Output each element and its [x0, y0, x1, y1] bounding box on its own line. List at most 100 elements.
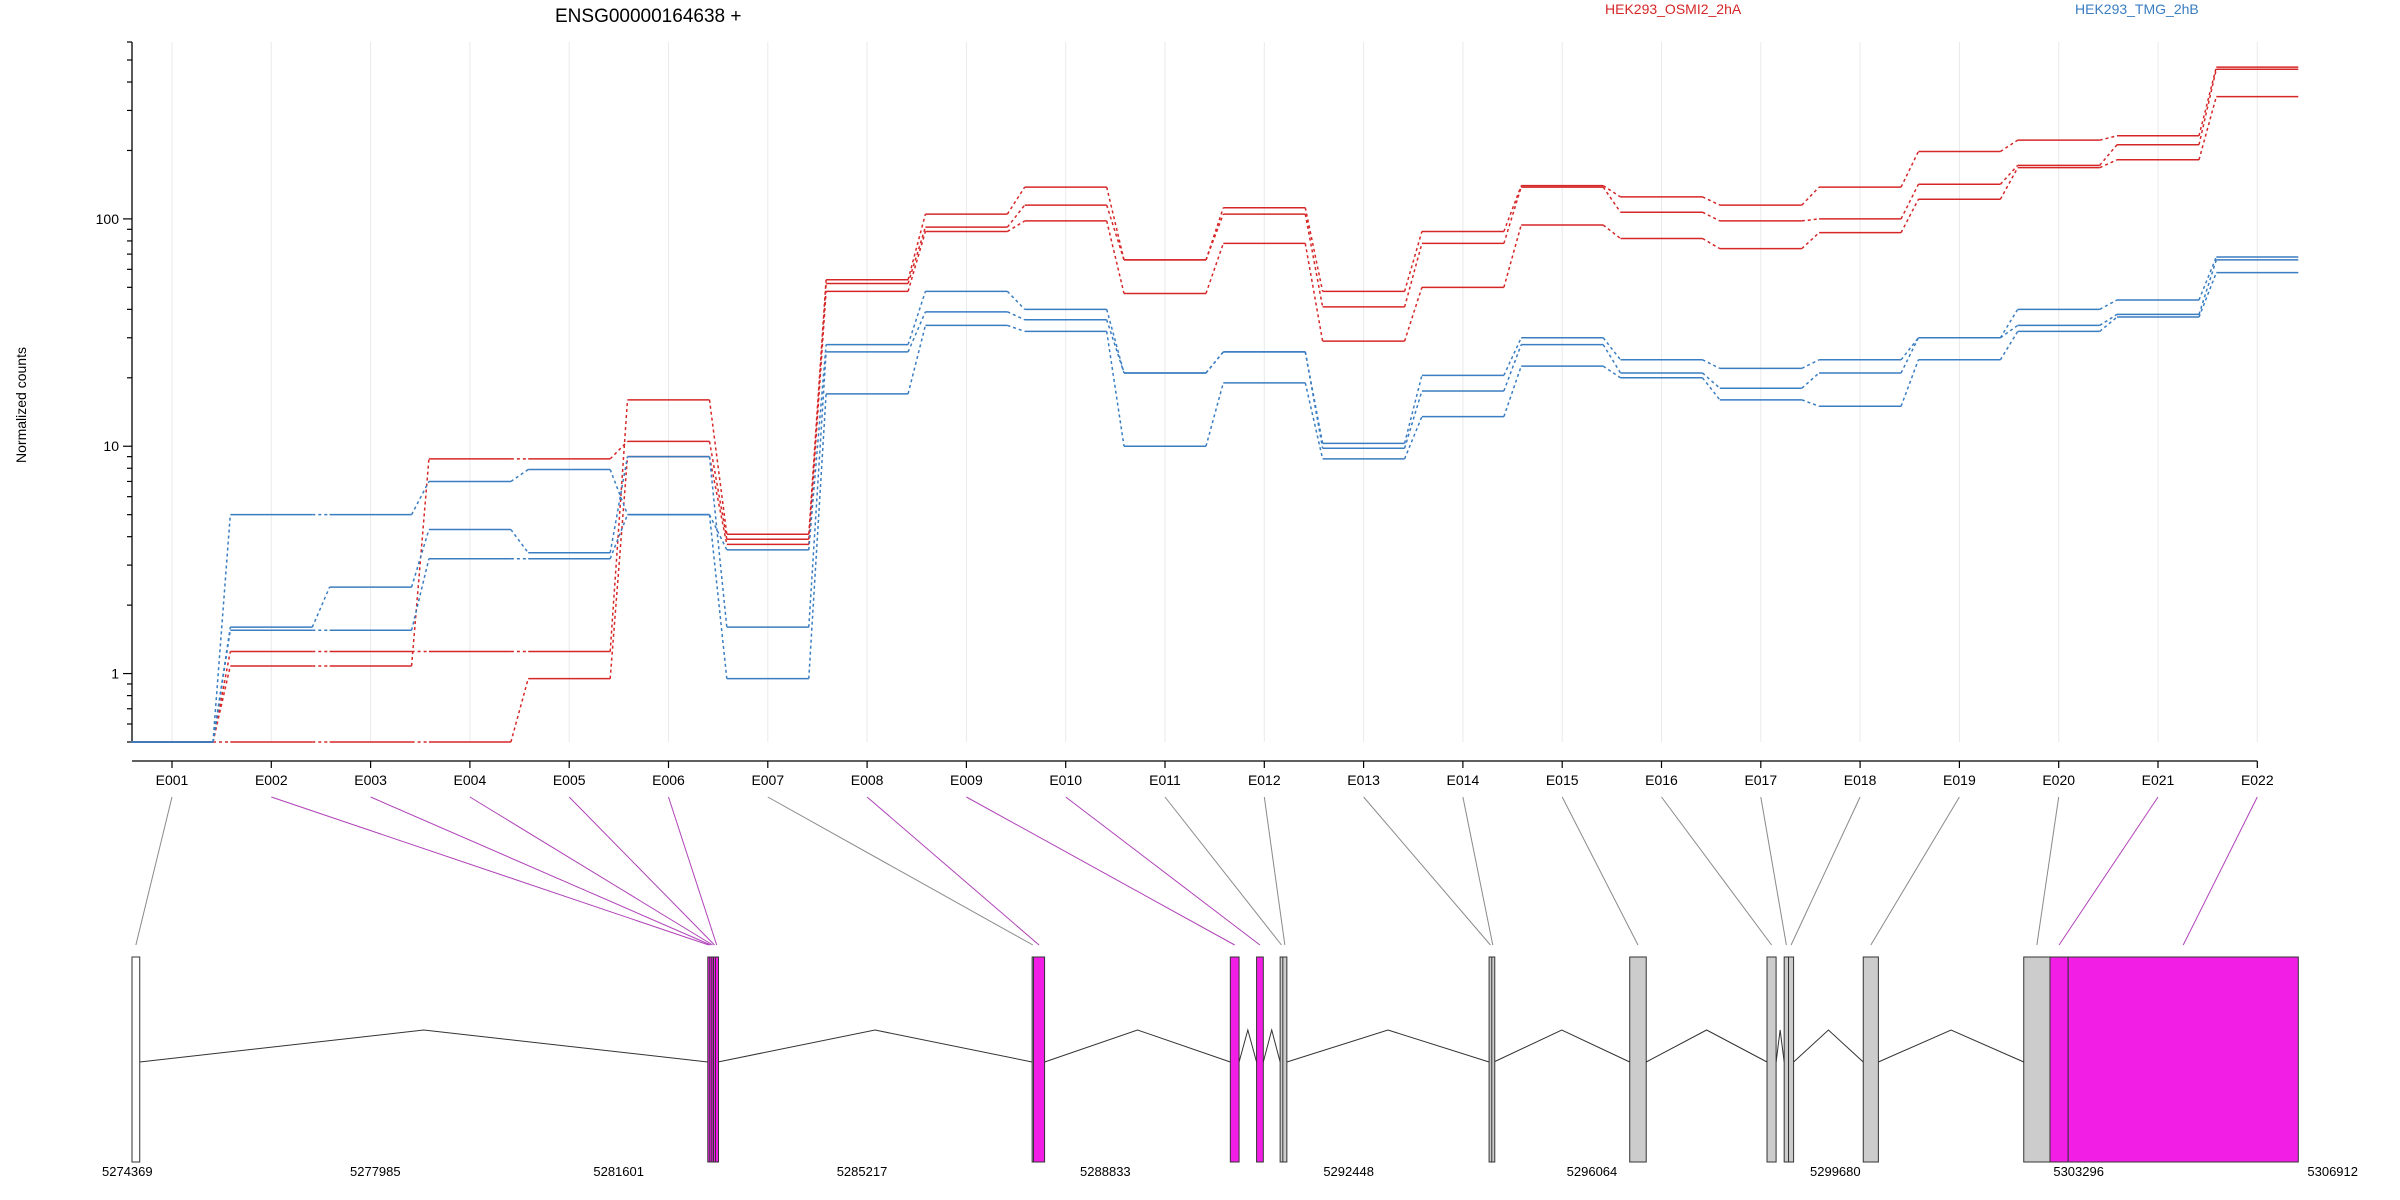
series-4: [131, 259, 2299, 743]
data-connector: [1602, 365, 1621, 379]
exon-box: [1629, 956, 1647, 1163]
exon-connector: [1760, 796, 1787, 946]
data-connector: [410, 558, 430, 631]
intron-line: [1044, 1029, 1231, 1063]
x-tick-label: E014: [1447, 772, 1480, 788]
exon-connector: [1065, 796, 1261, 946]
exon-connector: [2182, 796, 2258, 946]
x-tick-label: E011: [1149, 772, 1181, 788]
data-connector: [1403, 416, 1423, 460]
data-connector: [410, 458, 430, 667]
data-connector: [907, 213, 927, 280]
data-connector: [1105, 331, 1125, 447]
series-0: [131, 66, 2299, 743]
data-connector: [808, 393, 827, 679]
coordinate-label: 5296064: [1567, 1164, 1618, 1179]
coordinate-label: 5274369: [102, 1164, 153, 1179]
exon-box: [1032, 956, 1046, 1163]
intron-line: [1286, 1029, 1490, 1063]
exon-box: [1788, 956, 1795, 1163]
exon-connector: [1661, 796, 1772, 946]
data-connector: [1105, 186, 1125, 261]
data-connector: [1205, 351, 1224, 374]
data-connector: [1602, 185, 1621, 198]
data-connector: [1006, 204, 1026, 228]
x-tick-label: E019: [1943, 772, 1976, 788]
intron-line: [1262, 1028, 1281, 1063]
data-connector: [1702, 372, 1721, 389]
data-connector: [1900, 359, 1920, 407]
exon-connector: [1363, 796, 1491, 946]
data-connector: [510, 678, 529, 743]
data-connector: [212, 665, 232, 743]
data-connector: [1304, 213, 1324, 308]
data-connector: [1503, 365, 1522, 417]
exon-connector: [866, 796, 1040, 946]
data-connector: [1801, 218, 1820, 222]
x-tick-label: E001: [156, 772, 189, 788]
coordinate-label: 5281601: [593, 1164, 644, 1179]
series-lines: [131, 66, 2299, 743]
x-tick-label: E020: [2042, 772, 2075, 788]
data-connector: [1007, 311, 1026, 321]
x-tick-label: E016: [1645, 772, 1678, 788]
exon-box: [1229, 956, 1240, 1163]
data-connector: [1007, 220, 1026, 233]
data-connector: [708, 456, 728, 628]
data-connector: [1403, 287, 1423, 342]
data-connector: [1105, 204, 1125, 261]
data-connector: [1403, 231, 1423, 292]
intron-line: [1645, 1029, 1768, 1063]
data-connector: [1602, 224, 1621, 240]
exon-connector: [135, 796, 173, 946]
coordinate-label: 5288833: [1080, 1164, 1131, 1179]
x-tick-label: E005: [553, 772, 586, 788]
exon-connector: [1164, 796, 1282, 946]
data-connector: [1007, 324, 1025, 333]
data-connector: [1304, 207, 1324, 292]
data-connector: [2198, 256, 2217, 301]
exon-connector: [370, 796, 712, 946]
intron-line: [1493, 1029, 1630, 1063]
x-tick-label: E010: [1049, 772, 1082, 788]
data-connector: [1900, 337, 1919, 361]
coordinate-label: 5306912: [2307, 1164, 2358, 1179]
data-connector: [1801, 186, 1820, 206]
series-2: [131, 95, 2299, 743]
exon-connector: [2058, 796, 2159, 946]
exon-connector: [966, 796, 1235, 946]
exon-box: [1783, 956, 1790, 1163]
x-tick-label: E017: [1744, 772, 1777, 788]
data-connector: [1999, 167, 2019, 200]
exon-box: [715, 956, 720, 1163]
data-connector: [1205, 382, 1225, 447]
coordinate-label: 5292448: [1323, 1164, 1374, 1179]
data-connector: [609, 469, 629, 515]
exon-connector: [469, 796, 713, 946]
x-tick-label: E003: [354, 772, 387, 788]
x-tick-label: E004: [454, 772, 487, 788]
x-tick-label: E021: [2142, 772, 2175, 788]
data-connector: [1602, 186, 1622, 213]
exon-connector: [1790, 796, 1861, 946]
data-connector: [907, 311, 927, 353]
exon-box: [1491, 956, 1496, 1163]
x-tick-label: E022: [2241, 772, 2274, 788]
coordinate-label: 5303296: [2053, 1164, 2104, 1179]
exon-box: [1256, 956, 1264, 1163]
data-connector: [1205, 213, 1225, 261]
legend-label-tmg: HEK293_TMG_2hB: [2075, 1, 2199, 17]
data-connector: [1999, 331, 2019, 361]
chart-title: ENSG00000164638 +: [555, 6, 741, 27]
data-connector: [1105, 319, 1125, 374]
x-tick-label: E012: [1248, 772, 1281, 788]
data-connector: [1105, 309, 1125, 374]
data-connector: [2099, 316, 2118, 332]
series-3: [131, 256, 2299, 743]
data-connector: [1403, 243, 1423, 308]
data-connector: [907, 231, 927, 292]
intron-line: [717, 1029, 1033, 1063]
data-connector: [1900, 151, 1920, 188]
data-connector: [1006, 290, 1026, 310]
exon-box: [2067, 956, 2299, 1163]
